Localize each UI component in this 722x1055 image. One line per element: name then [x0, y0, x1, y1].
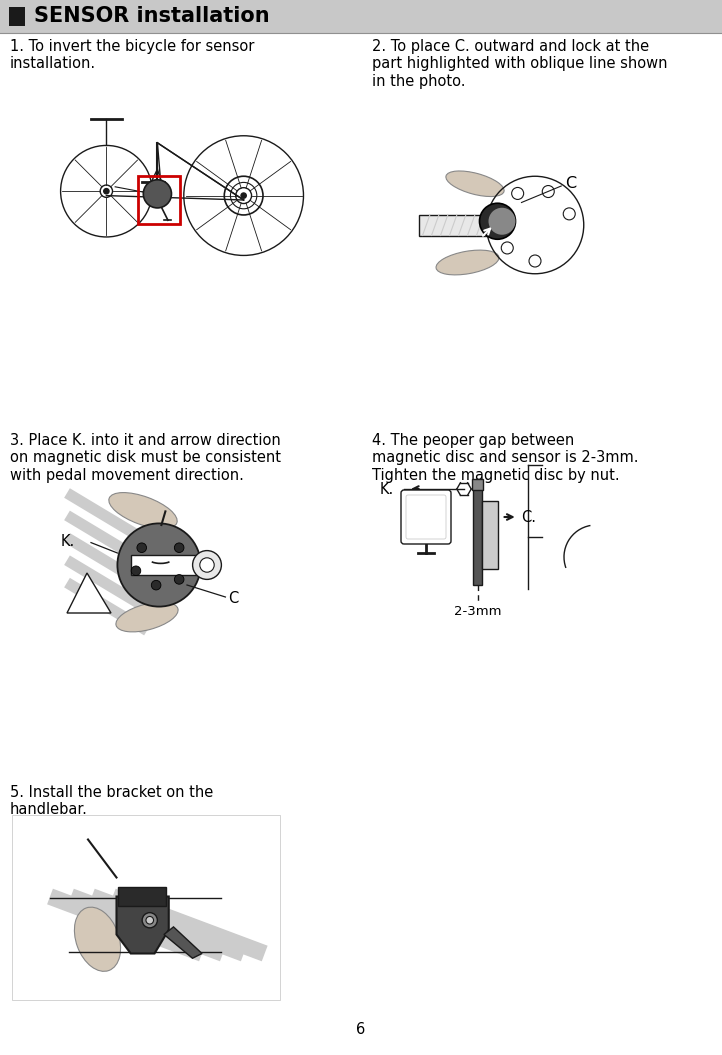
Bar [12, 816, 280, 1000]
Text: 5. Install the bracket on the
handlebar.: 5. Install the bracket on the handlebar. [10, 785, 213, 818]
Bar [131, 555, 207, 575]
Bar [482, 501, 497, 569]
Ellipse shape [446, 171, 504, 196]
Circle shape [512, 188, 523, 199]
Circle shape [118, 523, 201, 607]
Circle shape [200, 558, 214, 572]
Circle shape [563, 208, 575, 219]
Text: K.: K. [380, 481, 394, 497]
Circle shape [174, 543, 184, 553]
Text: C.: C. [521, 510, 536, 524]
Circle shape [479, 204, 516, 239]
Bar [419, 214, 501, 235]
Bar [118, 887, 166, 906]
Circle shape [104, 189, 109, 194]
Bar [472, 479, 483, 490]
Ellipse shape [74, 907, 121, 972]
Circle shape [494, 212, 505, 225]
Text: K.: K. [61, 534, 75, 549]
Circle shape [152, 580, 161, 590]
Text: 3. Place K. into it and arrow direction
on magnetic disk must be consistent
with: 3. Place K. into it and arrow direction … [10, 433, 281, 483]
FancyBboxPatch shape [401, 490, 451, 544]
Circle shape [131, 565, 141, 576]
Ellipse shape [116, 602, 178, 632]
Text: C: C [229, 591, 239, 607]
Text: SENSOR installation: SENSOR installation [34, 6, 269, 26]
Circle shape [501, 242, 513, 254]
Circle shape [193, 551, 222, 579]
Circle shape [542, 186, 554, 197]
Polygon shape [164, 927, 202, 958]
Circle shape [142, 913, 157, 927]
Text: C: C [565, 176, 576, 191]
Circle shape [146, 917, 154, 924]
Text: 1. To invert the bicycle for sensor
installation.: 1. To invert the bicycle for sensor inst… [10, 39, 254, 72]
Circle shape [144, 179, 172, 208]
Bar [473, 490, 482, 586]
Ellipse shape [109, 493, 177, 529]
Bar [9, 7, 25, 26]
Text: 6: 6 [357, 1021, 365, 1036]
Polygon shape [67, 573, 111, 613]
Circle shape [137, 543, 147, 553]
Circle shape [174, 575, 184, 584]
Text: 2-3mm: 2-3mm [454, 605, 501, 618]
Circle shape [529, 255, 541, 267]
Polygon shape [116, 897, 169, 954]
Text: 4. The peoper gap between
magnetic disc and sensor is 2-3mm.
Tighten the magneti: 4. The peoper gap between magnetic disc … [372, 433, 638, 483]
Text: 2. To place C. outward and lock at the
part highlighted with oblique line shown
: 2. To place C. outward and lock at the p… [372, 39, 668, 89]
Ellipse shape [436, 250, 499, 275]
Bar [138, 176, 180, 224]
Circle shape [489, 208, 516, 235]
Bar [0, 0, 722, 33]
Circle shape [241, 193, 246, 198]
